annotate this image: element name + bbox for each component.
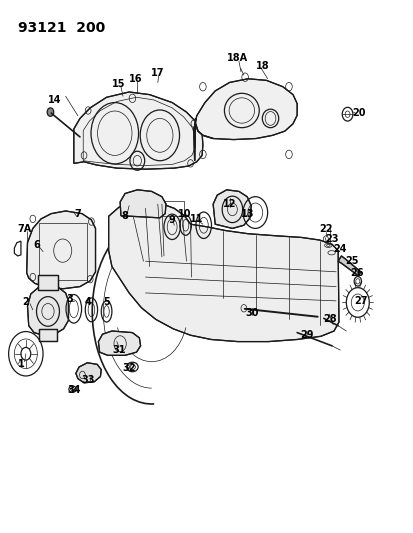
Polygon shape [27, 286, 68, 335]
Circle shape [47, 108, 54, 116]
Text: 7: 7 [74, 208, 81, 219]
Bar [121, 201, 184, 216]
Polygon shape [337, 256, 360, 276]
Text: 18: 18 [255, 61, 268, 70]
Text: 7A: 7A [17, 224, 32, 235]
Polygon shape [213, 190, 251, 229]
Text: 12: 12 [222, 199, 236, 209]
Polygon shape [120, 190, 166, 218]
Text: 4: 4 [85, 297, 91, 308]
Text: 18A: 18A [227, 53, 248, 62]
Text: 13: 13 [241, 208, 254, 219]
Text: 30: 30 [245, 308, 258, 318]
Text: 93121  200: 93121 200 [19, 21, 105, 35]
Text: 33: 33 [81, 375, 95, 385]
Text: 2: 2 [22, 297, 29, 308]
Text: 5: 5 [103, 297, 110, 308]
Text: 31: 31 [112, 345, 125, 355]
Bar [39, 329, 57, 341]
Text: 1: 1 [18, 359, 25, 369]
Text: 25: 25 [345, 256, 358, 266]
Text: 29: 29 [300, 330, 313, 340]
Text: 34: 34 [67, 385, 81, 395]
Bar [39, 329, 57, 341]
Text: 20: 20 [351, 108, 365, 118]
Text: 14: 14 [48, 95, 62, 105]
Text: 8: 8 [121, 211, 128, 221]
Polygon shape [193, 79, 297, 161]
Polygon shape [74, 92, 202, 169]
Text: 10: 10 [177, 208, 191, 219]
Text: 23: 23 [325, 234, 338, 244]
Text: 27: 27 [353, 296, 367, 306]
Text: 3: 3 [66, 294, 73, 304]
Text: 26: 26 [349, 268, 363, 278]
Text: 32: 32 [122, 363, 135, 373]
Polygon shape [108, 202, 338, 342]
Text: 11: 11 [190, 214, 203, 224]
Text: 22: 22 [318, 224, 332, 235]
Text: 6: 6 [33, 240, 40, 251]
Text: 17: 17 [151, 68, 164, 78]
Text: 16: 16 [128, 74, 142, 84]
Bar [38, 275, 58, 290]
Polygon shape [76, 363, 101, 383]
Bar [38, 275, 58, 290]
Text: 9: 9 [169, 215, 175, 225]
Bar [39, 223, 87, 280]
Text: 24: 24 [332, 244, 346, 254]
Polygon shape [98, 331, 140, 356]
Polygon shape [26, 211, 95, 289]
Text: 15: 15 [112, 79, 125, 89]
Text: 28: 28 [323, 314, 336, 325]
